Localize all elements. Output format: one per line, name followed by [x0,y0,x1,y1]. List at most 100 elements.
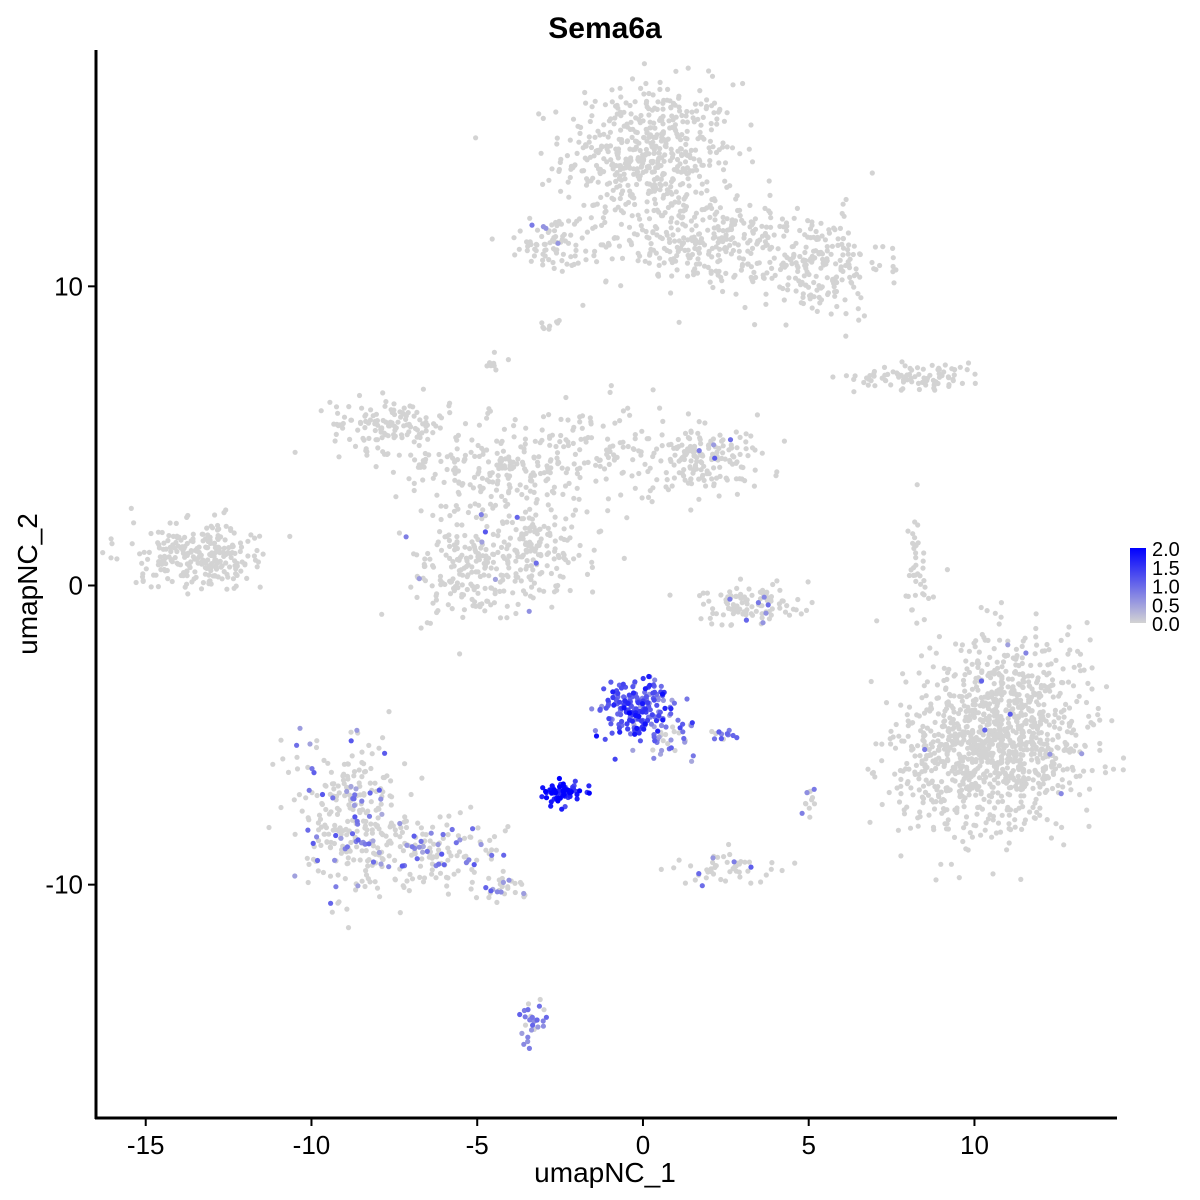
cell-point [491,600,497,606]
cell-point [951,673,957,679]
cell-point [657,405,663,411]
cell-point [497,588,503,595]
cell-point [482,608,488,614]
cell-point [1064,766,1070,772]
cell-point [744,597,750,603]
cell-point [921,710,928,716]
cell-point [533,560,539,566]
cell-point [643,80,649,87]
cell-point [200,557,206,563]
cell-point [397,820,403,827]
cell-point [1013,670,1019,676]
cell-point [843,373,850,379]
cell-point [694,270,701,276]
cell-point [655,728,661,734]
cell-point [445,875,451,881]
cell-point [455,489,461,495]
cell-point [578,436,584,442]
cell-point [925,792,932,798]
cell-point [548,799,554,805]
cell-point [531,253,538,259]
cell-point [436,861,442,867]
cell-point [356,392,363,399]
cell-point [1056,715,1062,721]
cell-point [714,209,720,215]
cell-point [169,578,175,585]
cell-point [674,267,680,273]
cell-point [412,851,418,857]
cell-point [322,782,328,789]
cell-point [1023,650,1029,656]
cell-point [991,727,998,733]
cell-point [1029,746,1035,753]
cell-point [635,212,641,218]
cell-point [372,879,378,885]
cell-point [642,721,648,727]
cell-point [454,580,460,586]
cell-point [640,169,646,175]
cell-point [612,207,618,213]
cell-point [584,229,591,235]
cell-point [536,111,542,117]
cell-point [1086,823,1092,830]
cell-point [1049,764,1055,770]
cell-point [644,208,650,214]
cell-point [733,593,740,600]
cell-point [763,610,769,616]
cell-point [517,1011,523,1018]
cell-point [609,256,615,262]
cell-point [418,838,424,845]
cell-point [727,183,733,189]
cell-point [605,436,611,442]
cell-point [822,237,829,243]
cell-point [493,487,500,493]
cell-point [630,457,636,463]
cell-point [223,560,229,566]
cell-point [1053,821,1059,827]
cell-point [658,176,664,182]
cell-point [947,745,953,751]
cell-point [726,227,732,233]
cell-point [711,483,717,489]
cell-point [565,417,571,423]
cell-point [959,698,965,704]
cell-point [540,414,547,420]
cell-point [552,522,558,528]
cell-point [1006,812,1012,818]
cell-point [552,546,558,552]
cell-point [626,237,633,243]
cell-point [317,816,324,822]
cell-point [610,166,616,172]
cell-point [638,112,644,119]
cell-point [950,720,956,726]
cell-point [733,868,739,874]
cell-point [618,283,624,289]
cell-point [649,499,655,505]
cell-point [996,731,1003,738]
cell-point [305,879,311,886]
legend-label: 0.0 [1152,614,1180,636]
cell-point [333,431,339,437]
cell-point [527,548,534,554]
cell-point [418,825,424,831]
cell-point [567,174,573,181]
cell-point [417,417,423,423]
cell-point [511,235,517,241]
cell-point [356,767,362,773]
cell-point [987,812,993,818]
cell-point [809,795,816,801]
cell-point [605,454,612,461]
cell-point [819,233,825,239]
cell-point [414,427,420,433]
cell-point [663,470,669,476]
cell-point [353,786,359,792]
cell-point [719,622,725,628]
cell-point [411,439,417,445]
cell-point [1015,773,1021,779]
cell-point [270,761,276,767]
cell-point [522,1022,529,1028]
cell-point [1056,763,1062,769]
cell-point [840,252,846,258]
cell-point [851,273,857,279]
cell-point [829,243,836,249]
